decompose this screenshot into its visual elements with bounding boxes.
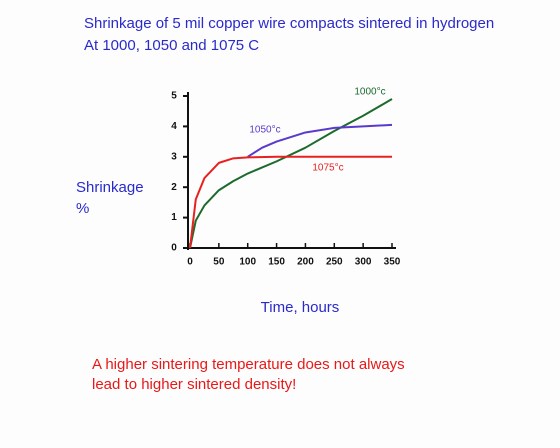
series-label: 1075°c — [312, 163, 343, 174]
y-tick-label: 4 — [171, 121, 177, 132]
chart-title: Shrinkage of 5 mil copper wire compacts … — [84, 15, 494, 32]
series-line — [247, 123, 393, 158]
annotation: A higher sintering temperature does not … — [92, 356, 405, 373]
x-tick-label: 250 — [326, 257, 343, 268]
annotation: lead to higher sintered density! — [92, 376, 296, 393]
x-axis-label: Time, hours — [261, 299, 340, 316]
y-tick-label: 1 — [171, 212, 177, 223]
y-tick-label: 2 — [171, 182, 177, 193]
x-tick-label: 200 — [297, 257, 314, 268]
x-tick-label: 0 — [187, 257, 193, 268]
series-label: 1000°c — [354, 87, 385, 98]
series-label: 1050°c — [249, 125, 280, 136]
y-axis-label: % — [76, 200, 89, 217]
x-tick-label: 100 — [239, 257, 256, 268]
x-tick-label: 300 — [355, 257, 372, 268]
x-tick-label: 50 — [213, 257, 225, 268]
series-line — [189, 155, 392, 249]
y-tick-label: 3 — [171, 151, 177, 162]
y-tick-label: 0 — [171, 243, 177, 254]
x-tick-label: 350 — [384, 257, 401, 268]
chart-title: At 1000, 1050 and 1075 C — [84, 37, 259, 54]
x-tick-label: 150 — [268, 257, 285, 268]
y-tick-label: 5 — [171, 91, 177, 102]
y-axis-label: Shrinkage — [76, 179, 144, 196]
series-line — [189, 98, 393, 249]
